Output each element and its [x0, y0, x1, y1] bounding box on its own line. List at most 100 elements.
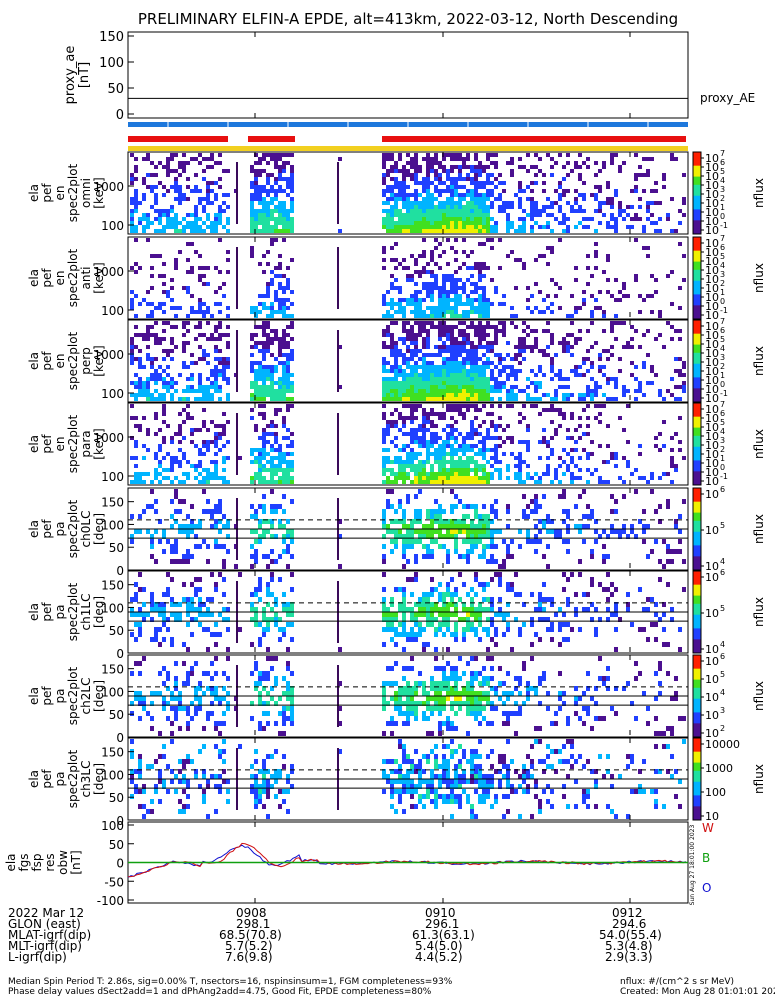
heatmap-cell	[450, 337, 454, 341]
heatmap-cell	[402, 173, 406, 177]
heatmap-cell	[278, 480, 282, 484]
heatmap-cell	[470, 389, 474, 393]
heatmap-cell	[262, 325, 266, 329]
heatmap-cell	[670, 270, 674, 274]
heatmap-cell	[562, 177, 566, 181]
heatmap-cell	[594, 468, 598, 472]
heatmap-cell	[270, 242, 274, 246]
heatmap-cell	[454, 381, 458, 385]
heatmap-cell	[482, 373, 486, 377]
heatmap-cell	[274, 310, 278, 314]
heatmap-cell	[278, 353, 282, 357]
heatmap-cell	[522, 349, 526, 353]
heatmap-cell	[410, 627, 414, 632]
heatmap-cell	[282, 480, 286, 484]
heatmap-cell	[490, 217, 494, 221]
heatmap-cell	[426, 452, 430, 456]
heatmap-cell	[530, 499, 534, 504]
heatmap-cell	[634, 217, 638, 221]
y-tick-label: 100	[101, 470, 124, 484]
heatmap-cell	[430, 476, 434, 480]
heatmap-cell	[422, 597, 426, 602]
heatmap-cell	[418, 452, 422, 456]
heatmap-cell	[478, 209, 482, 213]
heatmap-cell	[406, 632, 410, 637]
heatmap-cell	[482, 286, 486, 290]
heatmap-cell	[566, 622, 570, 627]
heatmap-cell	[390, 420, 394, 424]
colorbar-cell	[693, 559, 701, 563]
heatmap-cell	[386, 369, 390, 373]
heatmap-cell	[158, 460, 162, 464]
heatmap-cell	[630, 189, 634, 193]
heatmap-cell	[442, 397, 446, 401]
heatmap-cell	[470, 460, 474, 464]
colorbar-cell	[693, 587, 701, 591]
heatmap-cell	[458, 373, 462, 377]
heatmap-cell	[154, 499, 158, 504]
heatmap-cell	[494, 365, 498, 369]
heatmap-cell	[490, 246, 494, 250]
red-bar	[382, 136, 686, 142]
heatmap-cell	[402, 592, 406, 597]
heatmap-cell	[434, 282, 438, 286]
heatmap-cell	[398, 217, 402, 221]
heatmap-cell	[486, 480, 490, 484]
heatmap-cell	[422, 373, 426, 377]
heatmap-cell	[270, 341, 274, 345]
heatmap-cell	[522, 622, 526, 627]
heatmap-cell	[186, 514, 190, 519]
heatmap-cell	[422, 321, 426, 325]
heatmap-cell	[414, 197, 418, 201]
heatmap-cell	[526, 514, 530, 519]
heatmap-cell	[486, 266, 490, 270]
heatmap-cell	[478, 337, 482, 341]
heatmap-cell	[614, 397, 618, 401]
heatmap-cell	[282, 509, 286, 514]
heatmap-cell	[582, 357, 586, 361]
heatmap-cell	[142, 229, 146, 233]
heatmap-cell	[650, 489, 654, 494]
heatmap-cell	[466, 173, 470, 177]
heatmap-cell	[394, 225, 398, 229]
heatmap-cell	[646, 637, 650, 642]
heatmap-cell	[606, 460, 610, 464]
heatmap-cell	[402, 627, 406, 632]
heatmap-cell	[222, 428, 226, 432]
heatmap-cell	[478, 529, 482, 534]
heatmap-cell	[466, 404, 470, 408]
heatmap-cell	[286, 345, 290, 349]
heatmap-cell	[198, 298, 202, 302]
heatmap-cell	[430, 294, 434, 298]
heatmap-cell	[454, 250, 458, 254]
heatmap-cell	[522, 357, 526, 361]
colorbar-cell	[693, 545, 701, 549]
heatmap-cell	[582, 489, 586, 494]
heatmap-cell	[442, 534, 446, 539]
heatmap-cell	[130, 181, 134, 185]
heatmap-cell	[446, 349, 450, 353]
heatmap-cell	[170, 349, 174, 353]
heatmap-cell	[254, 460, 258, 464]
heatmap-cell	[458, 177, 462, 181]
heatmap-cell	[486, 607, 490, 612]
heatmap-cell	[494, 177, 498, 181]
heatmap-cell	[406, 302, 410, 306]
heatmap-cell	[498, 460, 502, 464]
heatmap-cell	[434, 587, 438, 592]
heatmap-cell	[270, 213, 274, 217]
heatmap-cell	[446, 602, 450, 607]
heatmap-cell	[454, 464, 458, 468]
heatmap-cell	[682, 365, 686, 369]
heatmap-cell	[542, 597, 546, 602]
heatmap-cell	[214, 229, 218, 233]
heatmap-cell	[442, 189, 446, 193]
heatmap-cell	[446, 444, 450, 448]
heatmap-cell	[254, 424, 258, 428]
heatmap-cell	[614, 464, 618, 468]
heatmap-cell	[182, 341, 186, 345]
heatmap-cell	[422, 238, 426, 242]
heatmap-cell	[570, 205, 574, 209]
heatmap-cell	[442, 448, 446, 452]
heatmap-cell	[394, 424, 398, 428]
